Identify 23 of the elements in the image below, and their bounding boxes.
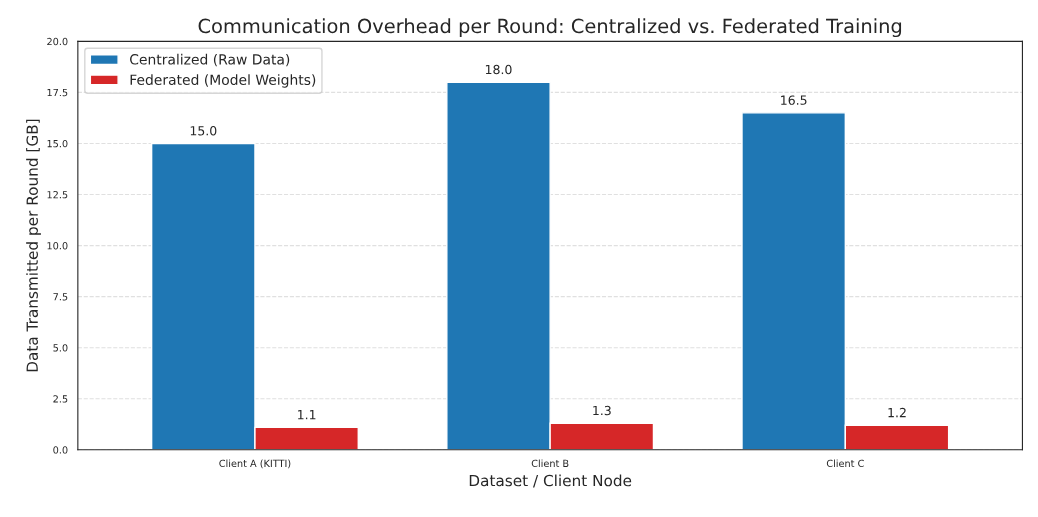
- x-tick-label: Client A (KITTI): [219, 459, 291, 469]
- text: 10.0: [47, 242, 68, 250]
- text: 12.5: [47, 191, 68, 199]
- data-label: 15.0: [190, 126, 217, 136]
- x-tick-label: Client B: [531, 459, 569, 468]
- text: 0.0: [53, 446, 68, 454]
- text: 15.0: [47, 139, 68, 148]
- data-label: 1.2: [888, 407, 906, 418]
- data-label: 1.3: [593, 405, 611, 416]
- text: 17.5: [47, 89, 68, 97]
- y-axis-title: Data Transmitted per Round [GB]: [26, 119, 41, 372]
- legend-label: Centralized (Raw Data): [130, 53, 290, 67]
- data-label: 18.0: [485, 64, 512, 75]
- text: 20.0: [47, 37, 68, 46]
- legend-label: Federated (Model Weights): [130, 74, 316, 88]
- chart-title: Communication Overhead per Round: Centralized vs. Federated Training: [198, 18, 902, 38]
- x-tick-label: Client C: [826, 459, 864, 468]
- text: 5.0: [53, 344, 68, 352]
- x-axis-title: Dataset / Client Node: [469, 474, 632, 488]
- text: 7.5: [53, 293, 68, 301]
- data-label: 16.5: [781, 95, 807, 105]
- text: 2.5: [53, 395, 68, 403]
- data-label: 1.1: [298, 410, 316, 420]
